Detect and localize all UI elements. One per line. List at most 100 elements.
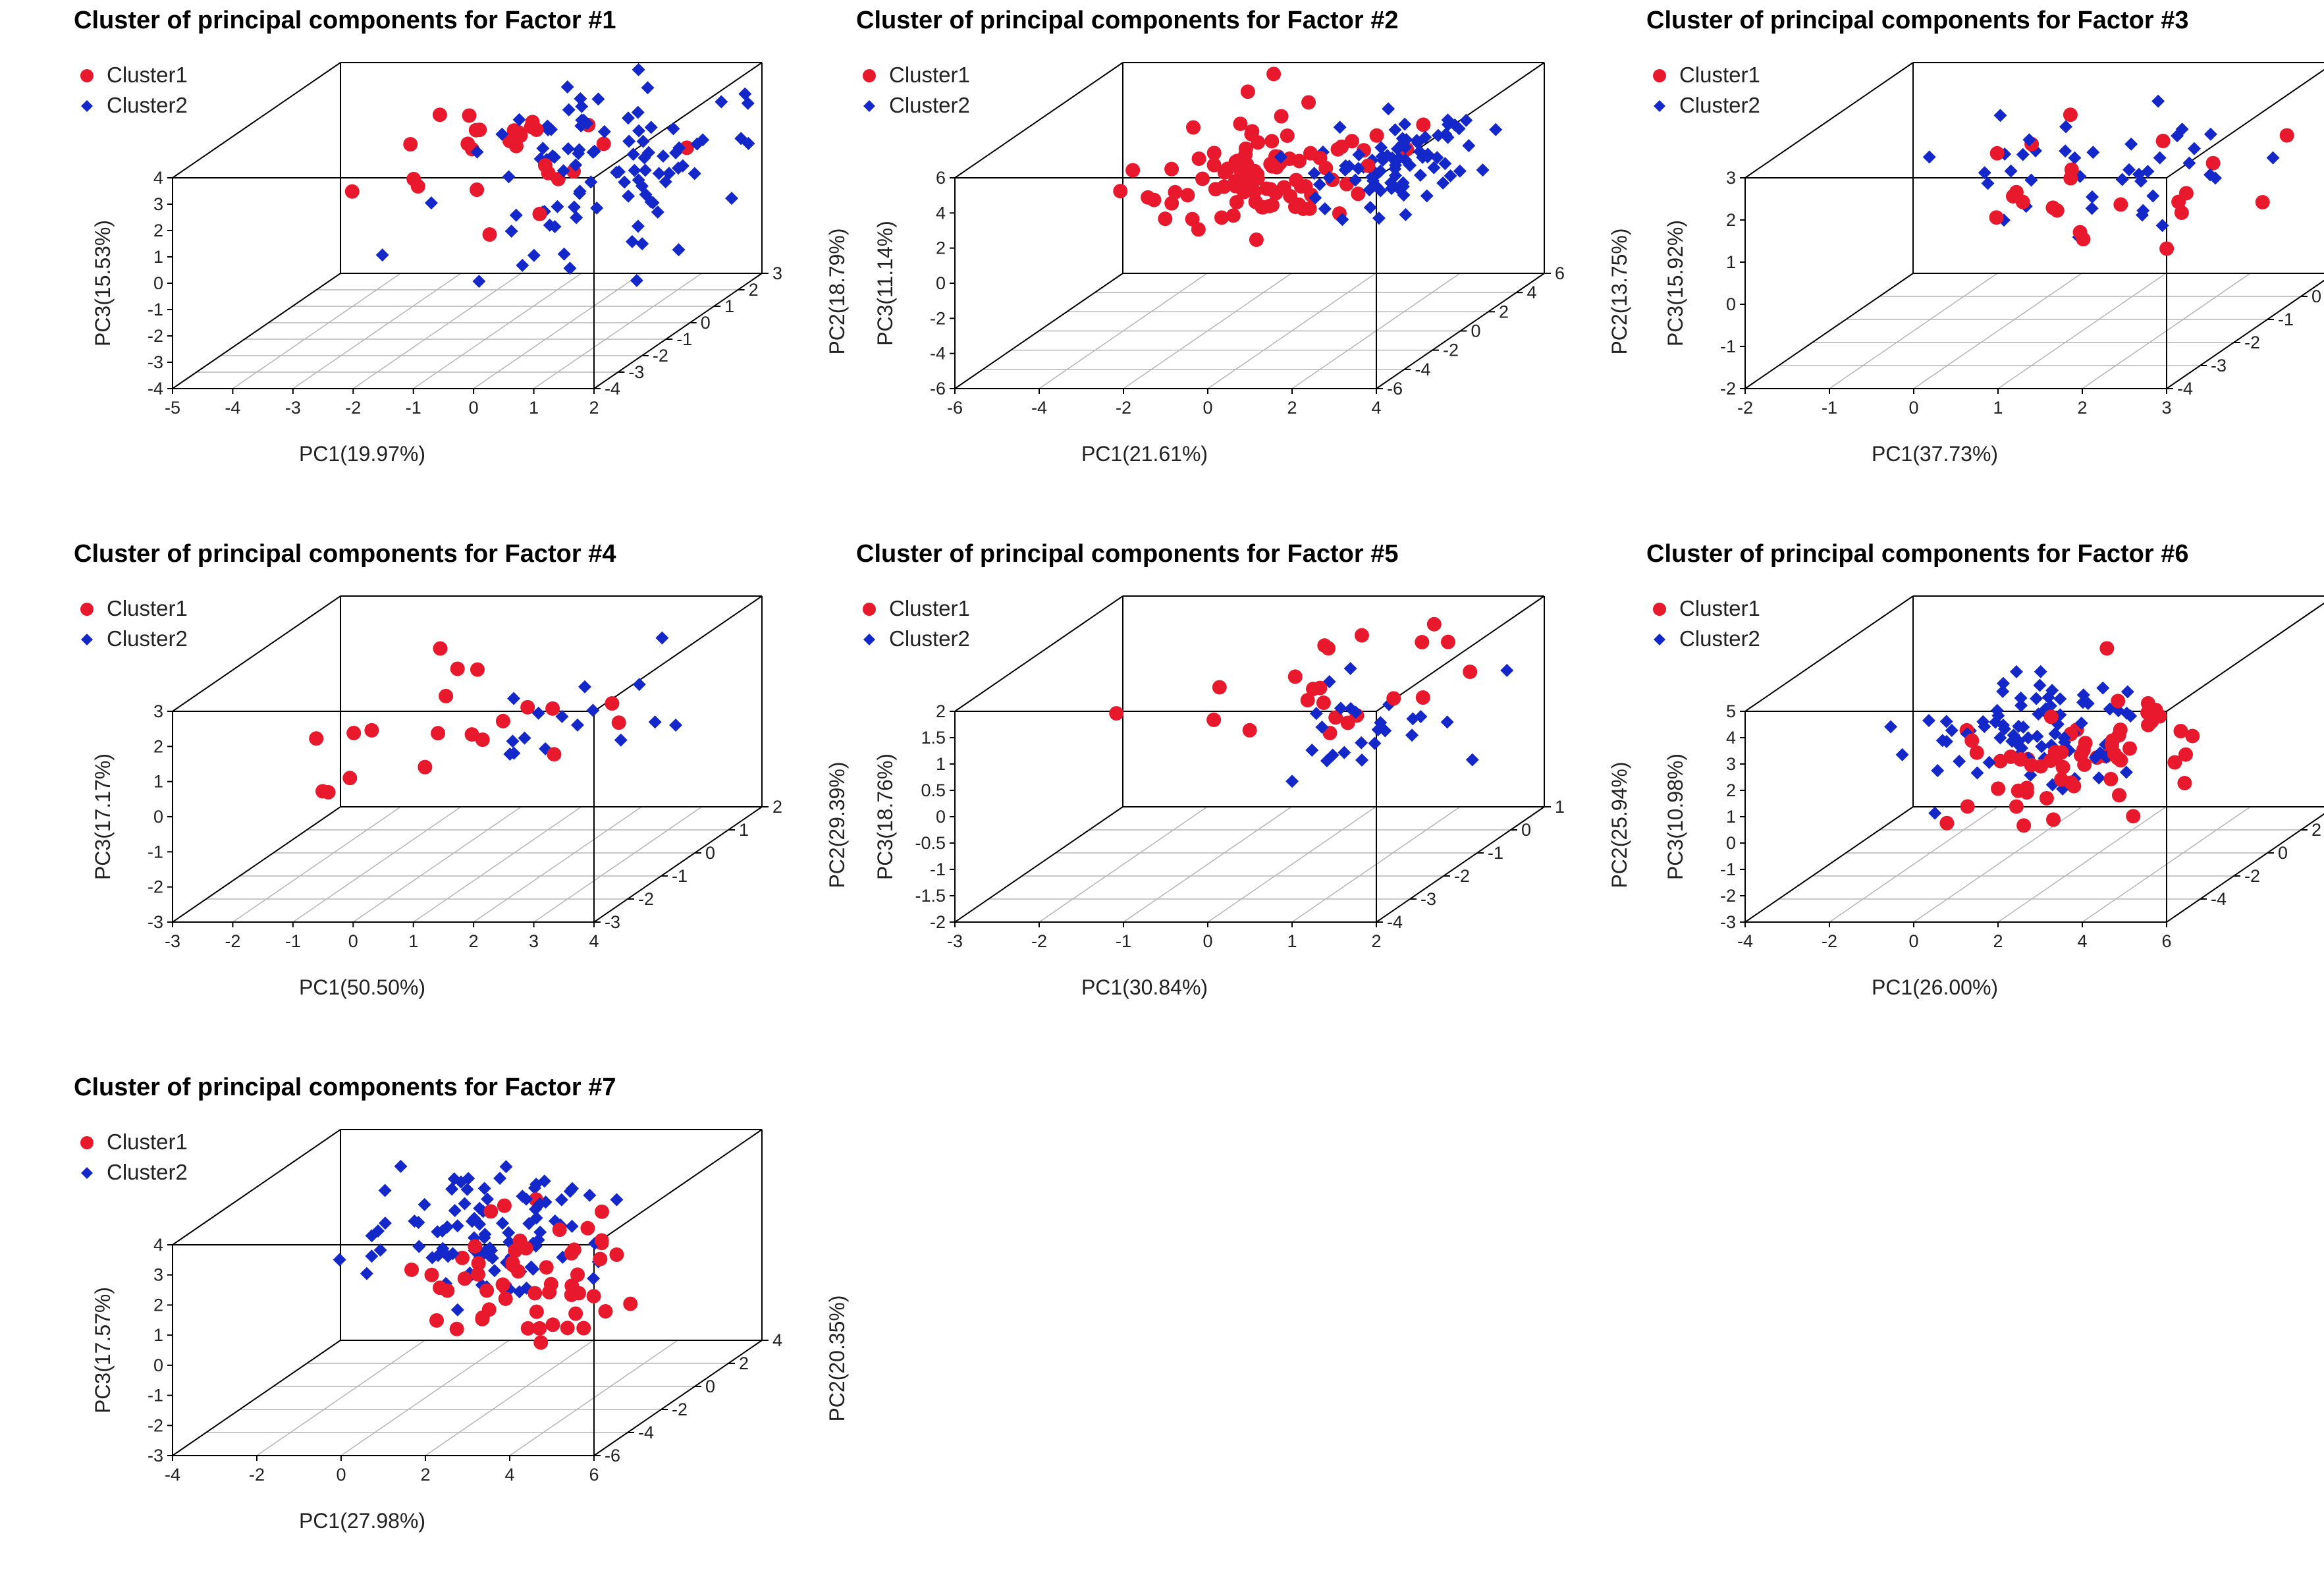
y-tick-label: -2 <box>672 1400 688 1419</box>
cluster2-point <box>431 1249 445 1263</box>
cluster1-point <box>1415 690 1430 705</box>
cluster2-point <box>2155 219 2169 232</box>
cluster1-point <box>479 1283 495 1298</box>
legend-cluster2-label: Cluster2 <box>1679 93 1760 117</box>
cluster2-point <box>651 205 664 219</box>
y-tick-label: 1 <box>1555 797 1565 817</box>
cluster1-point <box>1242 723 1257 738</box>
cluster1-point <box>532 1321 547 1336</box>
box-edge <box>1376 595 1545 712</box>
cluster1-point <box>439 688 454 703</box>
x-tick-label: 0 <box>1203 398 1212 418</box>
cluster1-point <box>1991 781 2006 796</box>
factor-2-panel: Cluster of principal components for Fact… <box>856 7 1631 507</box>
cluster1-point <box>2173 724 2188 739</box>
cluster2-point <box>561 142 575 155</box>
cluster2-point <box>470 145 484 159</box>
cluster1-point <box>1109 706 1124 721</box>
cluster1-point <box>1939 815 1955 831</box>
cluster2-point <box>1419 130 1432 144</box>
floor-grid-line <box>232 806 401 923</box>
cluster2-point <box>669 146 683 160</box>
cluster2-point <box>520 1192 533 1206</box>
cluster1-point <box>1240 175 1255 190</box>
box-edge <box>954 273 1123 389</box>
y-tick-label: 2 <box>749 280 759 300</box>
z-tick-label: 0 <box>1726 833 1736 853</box>
z-tick-label: 2 <box>1726 780 1736 800</box>
z-tick-label: 3 <box>153 701 163 721</box>
factor-2-plot: -6 -4 -2 0 2 4-6-4-20246-6-4-20246PC1(21.61%)… <box>863 62 1631 466</box>
cluster2-point <box>586 703 600 717</box>
y-tick-label: -1 <box>1488 843 1503 863</box>
factor-2-title: Cluster of principal components for Fact… <box>856 7 1399 34</box>
z-tick-label: -1 <box>930 860 946 879</box>
z-tick-label: 2 <box>936 238 946 258</box>
box-edge <box>172 806 341 923</box>
cluster2-point <box>557 247 571 261</box>
legend-cluster2-label: Cluster2 <box>107 1160 188 1184</box>
cluster2-point <box>1989 715 2003 729</box>
cluster2-point <box>715 95 728 109</box>
cluster2-point <box>631 219 645 233</box>
z-tick-label: -1 <box>1720 860 1736 879</box>
cluster2-point <box>1309 191 1322 205</box>
cluster2-point <box>518 731 531 745</box>
cluster2-point <box>570 211 583 225</box>
x-tick-label: -1 <box>285 931 301 951</box>
y-tick-label: 1 <box>724 296 734 316</box>
cluster2-point <box>572 147 585 161</box>
cluster2-point <box>1420 150 1434 164</box>
x-axis-label: PC1(19.97%) <box>299 442 425 466</box>
cluster2-point <box>2266 151 2280 165</box>
cluster2-point <box>632 124 646 138</box>
cluster1-point <box>364 723 379 738</box>
cluster2-point <box>2007 728 2020 742</box>
cluster1-point <box>533 1335 549 1350</box>
cluster2-point <box>1993 731 2007 745</box>
cluster1-point <box>2024 757 2039 773</box>
cluster2-point <box>1368 736 1382 750</box>
legend-cluster1-marker <box>80 603 94 616</box>
z-axis-label: PC3(18.76%) <box>873 753 897 880</box>
x-tick-label: -6 <box>947 398 963 418</box>
cluster2-point <box>2033 678 2047 692</box>
factor-3-panel: Cluster of principal components for Fact… <box>1646 7 2324 507</box>
cluster2-point <box>536 142 550 155</box>
cluster2-point <box>1960 727 1974 741</box>
cluster2-point <box>2187 142 2201 155</box>
cluster1-point <box>545 701 560 716</box>
cluster2-point <box>2024 173 2038 187</box>
x-tick-label: -3 <box>165 931 180 951</box>
floor-grid-line <box>1039 806 1208 923</box>
cluster2-point <box>365 1229 379 1243</box>
y-tick-label: -2 <box>1454 866 1470 886</box>
cluster2-point <box>622 189 635 203</box>
cluster1-point <box>1264 198 1280 213</box>
cluster1-point <box>1141 190 1156 205</box>
cluster1-point <box>2073 748 2088 763</box>
cluster2-point <box>1315 721 1329 734</box>
y-tick-label: 4 <box>1527 283 1537 302</box>
box-edge <box>954 62 1123 178</box>
cluster2-point <box>2041 690 2055 704</box>
cluster1-point <box>2113 753 2128 768</box>
cluster2-point <box>1945 724 1959 738</box>
floor-grid-line <box>232 273 401 389</box>
cluster1-point <box>2043 709 2059 724</box>
cluster2-point <box>450 1219 464 1233</box>
cluster2-point <box>1355 753 1369 767</box>
floor-grid-line <box>2166 813 2324 923</box>
cluster2-point <box>690 137 704 151</box>
cluster1-point <box>2255 195 2270 210</box>
cluster2-point <box>1388 123 1402 137</box>
y-tick-label: -4 <box>605 379 620 398</box>
cluster2-point <box>2136 204 2150 217</box>
y-tick-label: -2 <box>638 889 654 909</box>
y-tick-label: 0 <box>2311 287 2321 306</box>
z-tick-label: 4 <box>153 168 163 188</box>
floor-grid-line <box>533 273 702 389</box>
y-tick-label: -2 <box>653 346 668 366</box>
cluster2-point <box>1996 684 2010 698</box>
z-tick-label: 1 <box>1726 252 1736 272</box>
